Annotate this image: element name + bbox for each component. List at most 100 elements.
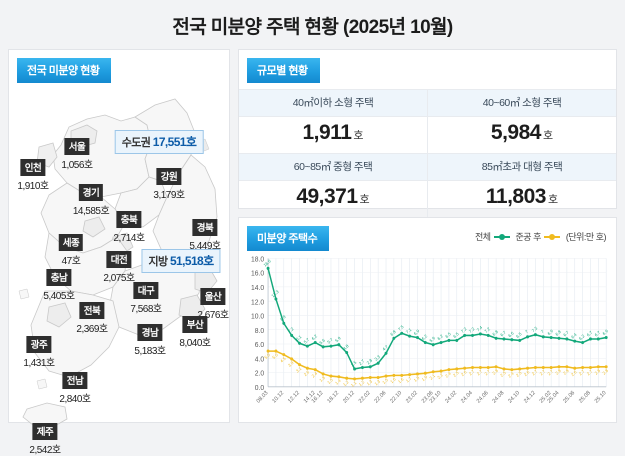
svg-text:6.4: 6.4: [570, 331, 578, 339]
map-region-gwangju[interactable]: 광주 1,431호: [23, 335, 55, 369]
size-panel-badge: 규모별 현황: [247, 58, 320, 83]
svg-text:3.9: 3.9: [287, 360, 295, 368]
size-label-1: 40~60㎡ 소형 주택: [427, 89, 616, 117]
svg-text:6.2: 6.2: [578, 333, 586, 341]
dashboard-layout: 전국 미분양 현황: [0, 39, 625, 456]
svg-text:25.10: 25.10: [594, 390, 608, 405]
svg-text:25.08: 25.08: [578, 390, 592, 405]
svg-text:2.8: 2.8: [491, 367, 499, 375]
svg-text:2.8: 2.8: [366, 357, 374, 365]
svg-text:2.7: 2.7: [476, 368, 484, 376]
map-region-value: 14,585호: [72, 206, 110, 217]
legend-item-total[interactable]: 전체: [475, 230, 510, 243]
map-region-jeonnam[interactable]: 전남 2,840호: [59, 371, 91, 405]
chart-panel-badge: 미분양 주택수: [247, 226, 330, 251]
svg-text:8.9: 8.9: [279, 314, 287, 322]
map-region-incheon[interactable]: 인천 1,910호: [17, 158, 49, 192]
svg-text:7.1: 7.1: [405, 326, 413, 334]
svg-text:2.5: 2.5: [452, 370, 460, 378]
map-region-name: 대전: [106, 251, 132, 268]
svg-text:24.02: 24.02: [444, 390, 458, 405]
size-label-2: 60~85㎡ 중형 주택: [239, 153, 428, 181]
map-region-name: 세종: [58, 234, 84, 251]
map-region-gangwon[interactable]: 강원 3,179호: [153, 167, 185, 201]
svg-text:1.5: 1.5: [326, 377, 334, 385]
svg-text:23.02: 23.02: [405, 390, 419, 405]
svg-text:4.7: 4.7: [381, 344, 389, 352]
svg-text:12.0: 12.0: [251, 299, 264, 306]
map-region-value: 2,369호: [76, 324, 108, 335]
map-region-gyeongbuk[interactable]: 경북 5,449호: [189, 218, 221, 252]
svg-text:3.1: 3.1: [295, 365, 303, 373]
map-region-name: 제주: [32, 423, 58, 440]
svg-text:12.12: 12.12: [287, 390, 301, 405]
svg-text:5.7: 5.7: [303, 336, 311, 344]
size-value-1: 5,984: [490, 121, 542, 144]
map-region-ulsan[interactable]: 울산 2,676호: [197, 287, 229, 321]
svg-text:22.06: 22.06: [374, 390, 388, 405]
svg-text:7.3: 7.3: [531, 325, 539, 333]
table-row: 1,911 호 5,984 호: [239, 116, 616, 154]
svg-text:6.7: 6.7: [586, 329, 594, 337]
map-region-value: 2,840호: [59, 394, 91, 405]
svg-text:6.5: 6.5: [515, 331, 523, 339]
map-region-busan[interactable]: 부산 8,040호: [179, 315, 211, 349]
legend-label-total: 전체: [474, 232, 491, 242]
svg-text:6.8: 6.8: [491, 329, 499, 337]
svg-text:7: 7: [524, 328, 529, 334]
map-region-name: 경기: [78, 184, 104, 201]
legend-marker-total-icon: [493, 233, 510, 240]
svg-text:6.0: 6.0: [255, 342, 265, 349]
svg-text:2.8: 2.8: [562, 367, 570, 375]
map-region-jeju[interactable]: 제주 2,542호: [29, 422, 61, 456]
map-region-name: 부산: [182, 316, 208, 333]
svg-text:7: 7: [540, 328, 545, 334]
map-region-value: 1,910호: [17, 181, 49, 192]
svg-text:2.7: 2.7: [531, 368, 539, 376]
size-value-cell-0: 1,911 호: [239, 116, 428, 154]
svg-text:2.8: 2.8: [602, 367, 610, 375]
svg-text:1.8: 1.8: [413, 375, 421, 383]
map-region-chungnam[interactable]: 충남 5,405호: [43, 268, 75, 302]
svg-text:6.2: 6.2: [421, 333, 429, 341]
page-title: 전국 미분양 주택 현황 (2025년 10월): [172, 17, 453, 38]
right-column: 규모별 현황 40㎡이하 소형 주택 40~60㎡ 소형 주택 1,911 호 5…: [238, 49, 617, 423]
svg-text:1.3: 1.3: [366, 378, 374, 386]
svg-text:2.4: 2.4: [507, 370, 515, 378]
map-region-value: 47호: [61, 256, 81, 267]
svg-text:6.2: 6.2: [311, 333, 319, 341]
map-region-name: 광주: [26, 336, 52, 353]
map-region-jeonbuk[interactable]: 전북 2,369호: [76, 301, 108, 335]
map-region-gyeongnam[interactable]: 경남 5,183호: [134, 323, 166, 357]
nationwide-map-panel: 전국 미분양 현황: [8, 49, 230, 456]
svg-text:6.7: 6.7: [594, 329, 602, 337]
svg-text:5.7: 5.7: [326, 336, 334, 344]
svg-text:10.0: 10.0: [251, 313, 264, 320]
size-label-3: 85㎡초과 대형 주택: [427, 153, 616, 181]
chart-unit-note: (단위:만 호): [565, 232, 607, 242]
size-value-0: 1,911: [302, 121, 352, 144]
map-panel-badge: 전국 미분양 현황: [17, 58, 112, 83]
map-region-chungbuk[interactable]: 충북 2,714호: [113, 210, 145, 244]
svg-text:4.8: 4.8: [342, 343, 350, 351]
map-region-seoul[interactable]: 서울 1,056호: [61, 137, 93, 171]
size-value-cell-1: 5,984 호: [427, 116, 616, 154]
svg-text:5.9: 5.9: [429, 335, 437, 343]
svg-text:2.6: 2.6: [523, 369, 531, 377]
table-row: 49,371 호 11,803 호: [239, 180, 616, 217]
legend-item-after-completion[interactable]: 준공 후: [516, 230, 560, 243]
map-region-daegu[interactable]: 대구 7,568호: [130, 281, 162, 315]
svg-text:2.7: 2.7: [484, 368, 492, 376]
callout-label: 수도권: [121, 137, 151, 149]
size-unit: 호: [547, 194, 559, 206]
map-region-sejong[interactable]: 세종 47호: [58, 233, 84, 267]
map-region-value: 2,714호: [113, 233, 145, 244]
size-label-0: 40㎡이하 소형 주택: [239, 89, 428, 117]
map-region-daejeon[interactable]: 대전 2,075호: [103, 250, 135, 284]
svg-text:1.6: 1.6: [397, 376, 405, 384]
map-region-gyeonggi[interactable]: 경기 14,585호: [72, 183, 110, 217]
svg-text:1.2: 1.2: [342, 379, 350, 387]
svg-text:2.7: 2.7: [578, 368, 586, 376]
svg-text:6.9: 6.9: [546, 328, 554, 336]
map-region-name: 전남: [62, 372, 88, 389]
